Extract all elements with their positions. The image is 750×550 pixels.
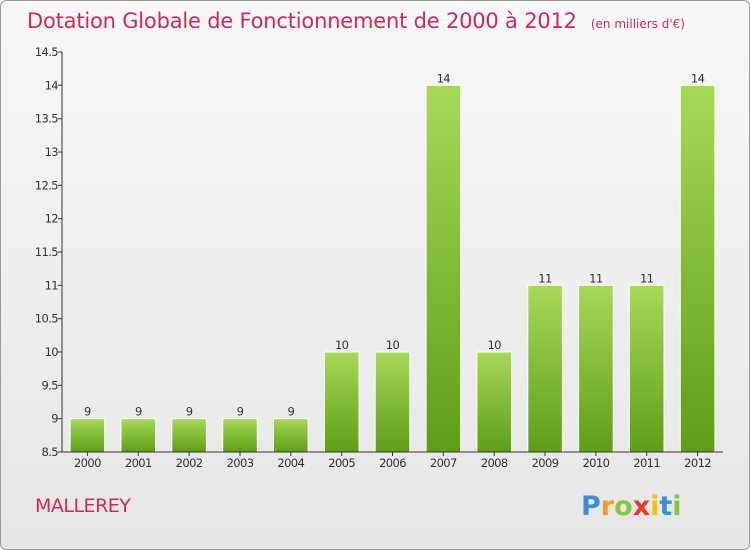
logo-letter: x xyxy=(632,491,651,522)
logo-letter: r xyxy=(600,491,615,522)
data-label-2003: 9 xyxy=(237,405,244,419)
chart-subtitle: (en milliers d'€) xyxy=(590,17,685,31)
x-tick-label-2001: 2001 xyxy=(125,456,152,470)
bar-2010 xyxy=(578,284,614,453)
y-tick-label-14.5: 14.5 xyxy=(35,45,58,59)
x-tick-label-2002: 2002 xyxy=(176,456,203,470)
data-label-2007: 14 xyxy=(437,71,451,85)
data-label-2005: 10 xyxy=(335,338,349,352)
y-tick-label-9.5: 9.5 xyxy=(42,378,59,392)
bar-2000 xyxy=(69,418,106,453)
y-tick-label-12.5: 12.5 xyxy=(35,178,58,192)
y-tick-label-13: 13 xyxy=(45,145,59,159)
x-tick-label-2011: 2011 xyxy=(633,456,660,470)
axes-group: 2000 2001 2002 2003 2004 2005 2006 2007 2008 2009… xyxy=(35,45,723,470)
data-label-2009: 11 xyxy=(538,271,552,285)
y-tick-label-14: 14 xyxy=(45,78,59,92)
y-tick-label-8.5: 8.5 xyxy=(42,445,59,459)
x-tick-label-2012: 2012 xyxy=(684,456,711,470)
bar-2006 xyxy=(374,351,411,453)
x-tick-label-2009: 2009 xyxy=(532,456,559,470)
y-tick-label-9: 9 xyxy=(51,412,58,426)
bar-2008 xyxy=(476,351,512,453)
bar-2012 xyxy=(679,84,716,453)
data-label-2008: 10 xyxy=(487,338,501,352)
data-label-2006: 10 xyxy=(386,338,400,352)
x-tick-label-2005: 2005 xyxy=(328,456,355,470)
data-label-2004: 9 xyxy=(287,405,294,419)
data-label-2010: 11 xyxy=(589,271,603,285)
y-tick-label-13.5: 13.5 xyxy=(35,112,58,126)
x-tick-label-2010: 2010 xyxy=(582,456,609,470)
bar-2001 xyxy=(120,418,157,453)
x-tick-label-2000: 2000 xyxy=(74,456,101,470)
bar-2005 xyxy=(323,351,360,453)
y-tick-label-10: 10 xyxy=(45,345,59,359)
y-tick-label-10.5: 10.5 xyxy=(35,312,58,326)
x-tick-label-2008: 2008 xyxy=(481,456,508,470)
x-tick-label-2006: 2006 xyxy=(379,456,406,470)
proxiti-logo[interactable]: Proxiti xyxy=(581,491,682,522)
bar-2007 xyxy=(425,84,462,453)
data-label-2000: 9 xyxy=(84,405,91,419)
logo-letter: P xyxy=(581,491,601,522)
bar-2002 xyxy=(171,418,207,453)
chart-title: Dotation Globale de Fonctionnement de 20… xyxy=(27,9,685,33)
logo-letter: t xyxy=(659,491,673,522)
y-tick-label-11.5: 11.5 xyxy=(35,245,58,259)
chart-title-text: Dotation Globale de Fonctionnement de 20… xyxy=(27,9,577,33)
data-label-2011: 11 xyxy=(640,271,654,285)
x-tick-label-2004: 2004 xyxy=(277,456,304,470)
commune-name: MALLEREY xyxy=(35,495,131,517)
y-tick-label-11: 11 xyxy=(45,278,59,292)
logo-letter: o xyxy=(614,491,633,522)
y-tick-label-12: 12 xyxy=(45,212,59,226)
bar-2003 xyxy=(222,418,258,453)
bars-group: 9 9 9 9 9 10 10 14 10 11 11 11 14 xyxy=(69,71,716,453)
bar-2011 xyxy=(628,284,665,453)
data-label-2002: 9 xyxy=(186,405,193,419)
x-tick-label-2003: 2003 xyxy=(227,456,254,470)
logo-letter: i xyxy=(672,491,682,522)
data-label-2012: 14 xyxy=(691,71,705,85)
bar-2009 xyxy=(527,284,563,453)
logo-letter: i xyxy=(650,491,660,522)
data-label-2001: 9 xyxy=(135,405,142,419)
bar-2004 xyxy=(273,418,309,453)
x-tick-label-2007: 2007 xyxy=(430,456,457,470)
